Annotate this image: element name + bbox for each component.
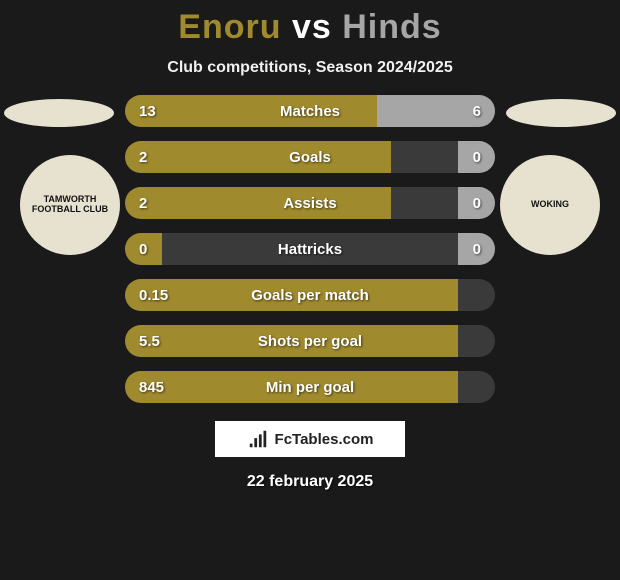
player2-name: Hinds [342, 8, 441, 46]
stat-label: Min per goal [125, 379, 495, 396]
player1-name: Enoru [178, 8, 281, 46]
stat-row: 20Goals [125, 141, 495, 173]
stat-row: 5.5Shots per goal [125, 325, 495, 357]
stat-label: Assists [125, 195, 495, 212]
stat-label: Hattricks [125, 241, 495, 258]
comparison-subtitle: Club competitions, Season 2024/2025 [0, 59, 620, 77]
vs-separator: vs [292, 8, 332, 46]
stat-label: Matches [125, 103, 495, 120]
comparison-title: Enoru vs Hinds [0, 0, 620, 47]
comparison-date: 22 february 2025 [0, 473, 620, 491]
fctables-badge: FcTables.com [215, 421, 405, 457]
stat-row: 00Hattricks [125, 233, 495, 265]
team-logo-left: TAMWORTH FOOTBALL CLUB [20, 155, 120, 255]
team-oval-right [506, 99, 616, 127]
team-logo-left-text: TAMWORTH FOOTBALL CLUB [26, 195, 114, 215]
stat-row: 20Assists [125, 187, 495, 219]
team-logo-right: WOKING [500, 155, 600, 255]
stat-row: 845Min per goal [125, 371, 495, 403]
stat-row: 136Matches [125, 95, 495, 127]
team-logo-right-text: WOKING [531, 200, 569, 210]
stat-bars-container: 136Matches 20Goals 20Assists 00Hattricks 0.1… [125, 95, 495, 403]
team-oval-left [4, 99, 114, 127]
stat-label: Goals [125, 149, 495, 166]
stat-row: 0.15Goals per match [125, 279, 495, 311]
comparison-content: TAMWORTH FOOTBALL CLUB WOKING 136Matches… [0, 95, 620, 491]
stat-label: Goals per match [125, 287, 495, 304]
chart-icon [247, 428, 269, 450]
stat-label: Shots per goal [125, 333, 495, 350]
fctables-label: FcTables.com [275, 431, 374, 448]
